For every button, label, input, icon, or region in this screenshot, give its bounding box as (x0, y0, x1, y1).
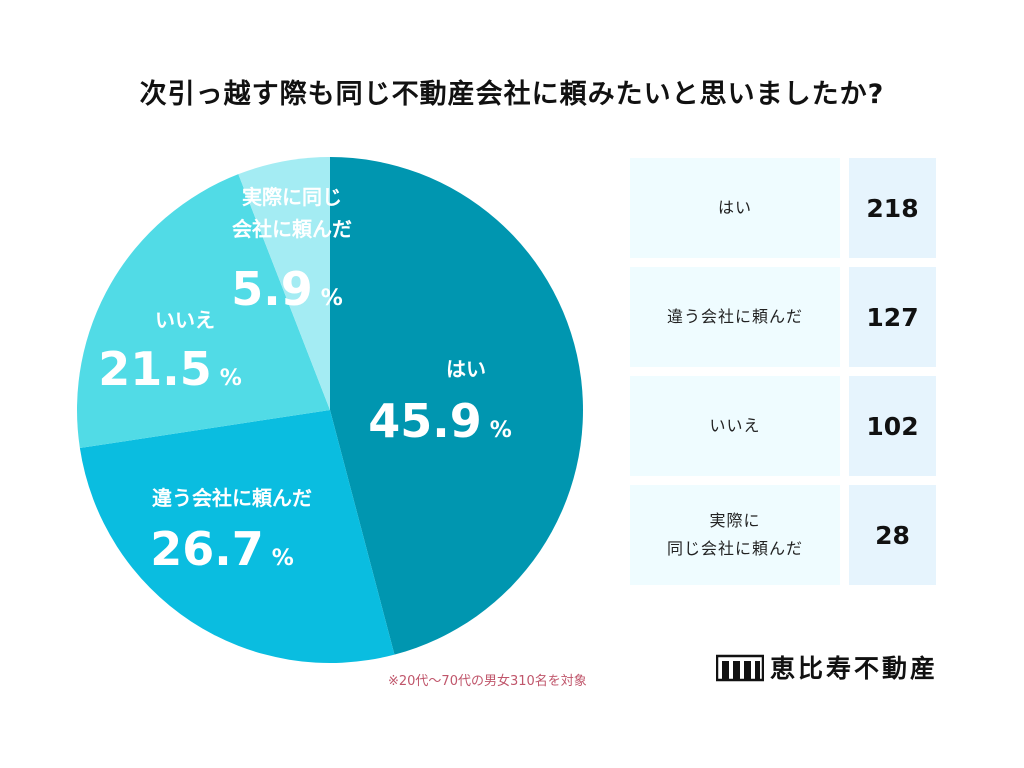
table-row-value: 218 (849, 158, 936, 258)
pie-label-no: いいえ (155, 308, 215, 332)
pie-slice-same-company (238, 157, 330, 410)
table-row-value: 127 (849, 267, 936, 367)
pie-label-same-company: 会社に頼んだ (232, 217, 352, 241)
logo-text: 恵比寿不動産 (770, 654, 939, 683)
table-row-label: いいえ (630, 376, 840, 476)
table-row-label: 実際に 同じ会社に頼んだ (630, 485, 840, 585)
table-row: 実際に 同じ会社に頼んだ 28 (630, 485, 936, 585)
pie-slice-no (77, 174, 330, 449)
table-row: はい 218 (630, 158, 936, 258)
pie-label-other-company: 違う会社に頼んだ (152, 486, 312, 510)
table-row-value: 102 (849, 376, 936, 476)
page-title: 次引っ越す際も同じ不動産会社に頼みたいと思いましたか? (139, 79, 885, 110)
footnote: ※20代〜70代の男女310名を対象 (388, 674, 587, 689)
pie-label-same-company: 実際に同じ (242, 185, 342, 209)
pie-slice-yes (330, 157, 584, 655)
pie-value-unit: % (272, 546, 294, 571)
pie-slice-other-company (79, 410, 395, 663)
company-logo: 恵比寿不動産 (716, 649, 938, 685)
table-row-value: 28 (849, 485, 936, 585)
pie-value-unit: % (220, 366, 242, 391)
pie-label-yes: はい (446, 357, 486, 381)
table-row: いいえ 102 (630, 376, 936, 476)
table-row: 違う会社に頼んだ 127 (630, 267, 936, 367)
table-row-label: はい (630, 158, 840, 258)
building-logo-icon (716, 654, 764, 682)
pie-value-unit: % (321, 286, 343, 311)
pie-value-unit: % (490, 418, 512, 443)
table-row-label: 違う会社に頼んだ (630, 267, 840, 367)
